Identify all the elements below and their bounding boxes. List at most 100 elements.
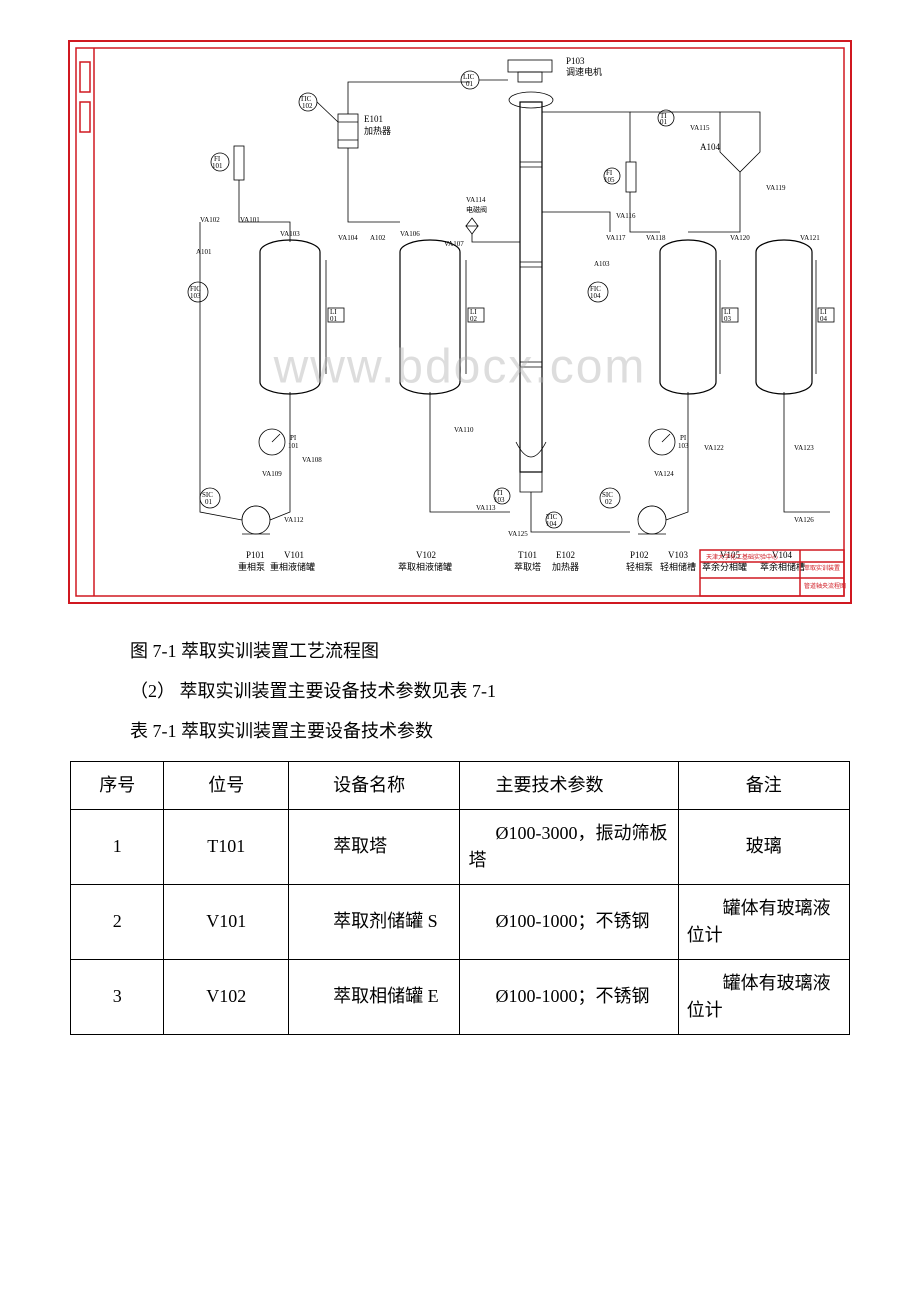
svg-text:管道轴央流程图: 管道轴央流程图 bbox=[804, 582, 846, 590]
svg-text:104: 104 bbox=[546, 520, 557, 528]
svg-text:VA117: VA117 bbox=[606, 234, 626, 242]
svg-text:VA107: VA107 bbox=[444, 240, 464, 248]
header-note: 备注 bbox=[678, 761, 849, 809]
svg-text:VA121: VA121 bbox=[800, 234, 820, 242]
cell-tag: V102 bbox=[164, 959, 289, 1034]
fi105: FI 105 bbox=[604, 162, 636, 192]
svg-text:105: 105 bbox=[604, 176, 615, 184]
svg-text:02: 02 bbox=[605, 498, 613, 506]
svg-text:调速电机: 调速电机 bbox=[566, 66, 602, 77]
svg-text:V102: V102 bbox=[416, 550, 436, 560]
svg-text:轻相泵: 轻相泵 bbox=[626, 561, 653, 572]
svg-text:01: 01 bbox=[660, 118, 668, 126]
bottom-labels: P101 V101 重相泵 重相液储罐 V102 萃取相液储罐 T101 萃取塔… bbox=[238, 550, 805, 572]
svg-text:轻相储槽: 轻相储槽 bbox=[660, 561, 696, 572]
svg-text:VA120: VA120 bbox=[730, 234, 750, 242]
cell-no: 2 bbox=[71, 884, 164, 959]
table-caption: 表 7-1 萃取实训装置主要设备技术参数 bbox=[130, 714, 860, 748]
svg-text:VA124: VA124 bbox=[654, 470, 674, 478]
heater-e101: E101 加热器 bbox=[338, 114, 391, 148]
svg-text:VA114: VA114 bbox=[466, 196, 486, 204]
fi101: FI 101 bbox=[211, 146, 244, 180]
svg-text:VA119: VA119 bbox=[766, 184, 786, 192]
cell-spec: Ø100-3000，振动筛板塔 bbox=[460, 809, 678, 884]
lic01-instrument: LIC 01 bbox=[461, 71, 508, 89]
svg-text:P101: P101 bbox=[246, 550, 265, 560]
svg-text:02: 02 bbox=[470, 315, 478, 323]
svg-text:103: 103 bbox=[190, 292, 201, 300]
cell-no: 3 bbox=[71, 959, 164, 1034]
svg-text:VA115: VA115 bbox=[690, 124, 710, 132]
svg-text:萃取实训装置: 萃取实训装置 bbox=[804, 564, 840, 572]
tank-v101: LI 01 bbox=[260, 240, 344, 394]
cell-spec: Ø100-1000；不锈钢 bbox=[460, 884, 678, 959]
cell-name: 萃取塔 bbox=[289, 809, 460, 884]
column-bottom-instruments: TI 103 VA113 TIC 104 VA125 bbox=[476, 488, 562, 538]
valve-labels-left: VA102 VA101 VA103 VA104 A102 VA106 VA107 bbox=[200, 216, 464, 248]
svg-text:萃取塔: 萃取塔 bbox=[514, 561, 541, 572]
svg-text:重相液储罐: 重相液储罐 bbox=[270, 561, 315, 572]
cell-name: 萃取相储罐 E bbox=[289, 959, 460, 1034]
pump-p102: SIC 02 VA126 bbox=[600, 488, 814, 534]
header-name: 设备名称 bbox=[289, 761, 460, 809]
svg-text:PI: PI bbox=[290, 434, 297, 442]
svg-text:天津大学化工基础实验中心: 天津大学化工基础实验中心 bbox=[706, 553, 778, 561]
svg-text:03: 03 bbox=[724, 315, 732, 323]
svg-text:VA101: VA101 bbox=[240, 216, 260, 224]
svg-text:V101: V101 bbox=[284, 550, 304, 560]
svg-text:A104: A104 bbox=[700, 142, 720, 152]
svg-text:103: 103 bbox=[678, 442, 689, 450]
svg-text:E101: E101 bbox=[364, 114, 383, 124]
cell-name: 萃取剂储罐 S bbox=[289, 884, 460, 959]
cell-tag: T101 bbox=[164, 809, 289, 884]
svg-text:VA102: VA102 bbox=[200, 216, 220, 224]
pi101: PI 101 VA108 VA109 bbox=[259, 429, 322, 478]
va114: VA114 电磁阀 bbox=[466, 196, 487, 234]
svg-text:104: 104 bbox=[590, 292, 601, 300]
tic102: TIC 102 bbox=[299, 93, 338, 122]
cell-spec: Ø100-1000；不锈钢 bbox=[460, 959, 678, 1034]
svg-text:T101: T101 bbox=[518, 550, 537, 560]
piping bbox=[200, 82, 830, 532]
svg-text:加热器: 加热器 bbox=[552, 561, 579, 572]
svg-text:电磁阀: 电磁阀 bbox=[466, 205, 487, 214]
svg-text:萃取相液储罐: 萃取相液储罐 bbox=[398, 561, 452, 572]
motor-p103: P103 调速电机 bbox=[508, 56, 602, 82]
a101-label: A101 bbox=[196, 248, 212, 256]
tank-v104: LI 04 bbox=[756, 240, 834, 394]
header-tag: 位号 bbox=[164, 761, 289, 809]
svg-text:P103: P103 bbox=[566, 56, 585, 66]
svg-text:PI: PI bbox=[680, 434, 687, 442]
ruler-marks bbox=[80, 62, 90, 132]
svg-text:102: 102 bbox=[302, 102, 313, 110]
header-spec: 主要技术参数 bbox=[460, 761, 678, 809]
svg-text:A103: A103 bbox=[594, 260, 610, 268]
svg-text:01: 01 bbox=[330, 315, 338, 323]
svg-text:VA125: VA125 bbox=[508, 530, 528, 538]
svg-text:VA113: VA113 bbox=[476, 504, 496, 512]
cell-note: 玻璃 bbox=[678, 809, 849, 884]
section-line: （2） 萃取实训装置主要设备技术参数见表 7-1 bbox=[130, 674, 860, 708]
fic104: FIC 104 bbox=[588, 282, 608, 302]
svg-text:101: 101 bbox=[212, 162, 223, 170]
svg-text:加热器: 加热器 bbox=[364, 125, 391, 136]
column-t101 bbox=[509, 92, 553, 492]
pump-p101: SIC 01 VA112 bbox=[200, 488, 304, 534]
title-block: 天津大学化工基础实验中心 萃取实训装置 管道轴央流程图 bbox=[700, 550, 846, 596]
tank-v102: LI 02 bbox=[400, 240, 484, 394]
svg-text:VA126: VA126 bbox=[794, 516, 814, 524]
table-header-row: 序号 位号 设备名称 主要技术参数 备注 bbox=[71, 761, 850, 809]
cell-note: 罐体有玻璃液位计 bbox=[678, 884, 849, 959]
equipment-table: 序号 位号 设备名称 主要技术参数 备注 1 T101 萃取塔 Ø100-300… bbox=[70, 761, 850, 1035]
table-row: 1 T101 萃取塔 Ø100-3000，振动筛板塔 玻璃 bbox=[71, 809, 850, 884]
svg-text:VA112: VA112 bbox=[284, 516, 304, 524]
cell-tag: V101 bbox=[164, 884, 289, 959]
table-row: 3 V102 萃取相储罐 E Ø100-1000；不锈钢 罐体有玻璃液位计 bbox=[71, 959, 850, 1034]
svg-text:103: 103 bbox=[494, 496, 505, 504]
svg-text:VA108: VA108 bbox=[302, 456, 322, 464]
tank-v103: LI 03 bbox=[660, 240, 738, 394]
table-row: 2 V101 萃取剂储罐 S Ø100-1000；不锈钢 罐体有玻璃液位计 bbox=[71, 884, 850, 959]
process-flow-diagram: P103 调速电机 LIC 01 E101 加热器 TIC bbox=[68, 40, 852, 604]
figure-caption: 图 7-1 萃取实训装置工艺流程图 bbox=[130, 634, 860, 668]
cell-no: 1 bbox=[71, 809, 164, 884]
